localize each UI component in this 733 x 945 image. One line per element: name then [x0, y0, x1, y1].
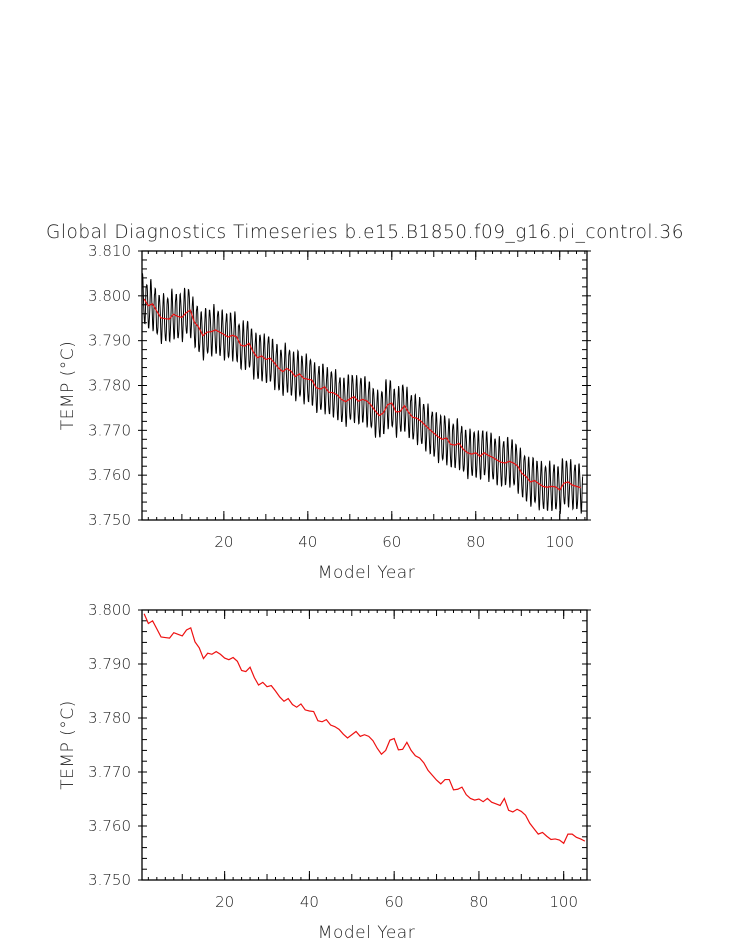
y-tick-label: 3.750 — [88, 511, 131, 529]
x-tick-label: 80 — [466, 533, 485, 551]
y-tick-label: 3.800 — [88, 287, 131, 305]
y-tick-label: 3.760 — [88, 466, 131, 484]
figure-title: Global Diagnostics Timeseries b.e15.B185… — [46, 222, 684, 243]
x-tick-label: 40 — [298, 533, 317, 551]
y-tick-label: 3.780 — [88, 377, 131, 395]
bottom-panel: 20 40 60 80 100 3.750 3.760 3.770 3.780 3.790 3.80… — [58, 601, 591, 943]
x-tick-label: 60 — [385, 893, 404, 911]
top-panel: 20 40 60 80 100 3.750 3.760 3.770 3.780 3.790 3.80… — [58, 242, 591, 583]
y-tick-label: 3.790 — [88, 332, 131, 350]
y-tick-label: 3.800 — [88, 601, 131, 619]
y-tick-label: 3.760 — [88, 817, 131, 835]
x-tick-label: 100 — [545, 533, 574, 551]
x-axis-label: Model Year — [318, 923, 415, 943]
series-annual-line — [143, 613, 586, 845]
y-tick-label: 3.790 — [88, 655, 131, 673]
x-tick-label: 20 — [214, 533, 233, 551]
y-tick-label: 3.750 — [88, 871, 131, 889]
series-monthly-line — [142, 273, 584, 515]
x-tick-label: 60 — [382, 533, 401, 551]
y-tick-label: 3.770 — [88, 421, 131, 439]
y-tick-label: 3.770 — [88, 763, 131, 781]
series-annual-line — [143, 298, 581, 491]
x-axis-label: Model Year — [318, 563, 415, 583]
y-tick-label: 3.810 — [88, 242, 131, 260]
plot-frame — [141, 609, 588, 881]
x-tick-label: 20 — [215, 893, 234, 911]
x-tick-label: 100 — [549, 893, 578, 911]
y-axis-label: TEMP (°C) — [58, 341, 78, 431]
x-tick-label: 80 — [469, 893, 488, 911]
y-axis-label: TEMP (°C) — [58, 700, 78, 790]
y-tick-label: 3.780 — [88, 709, 131, 727]
x-tick-label: 40 — [300, 893, 319, 911]
